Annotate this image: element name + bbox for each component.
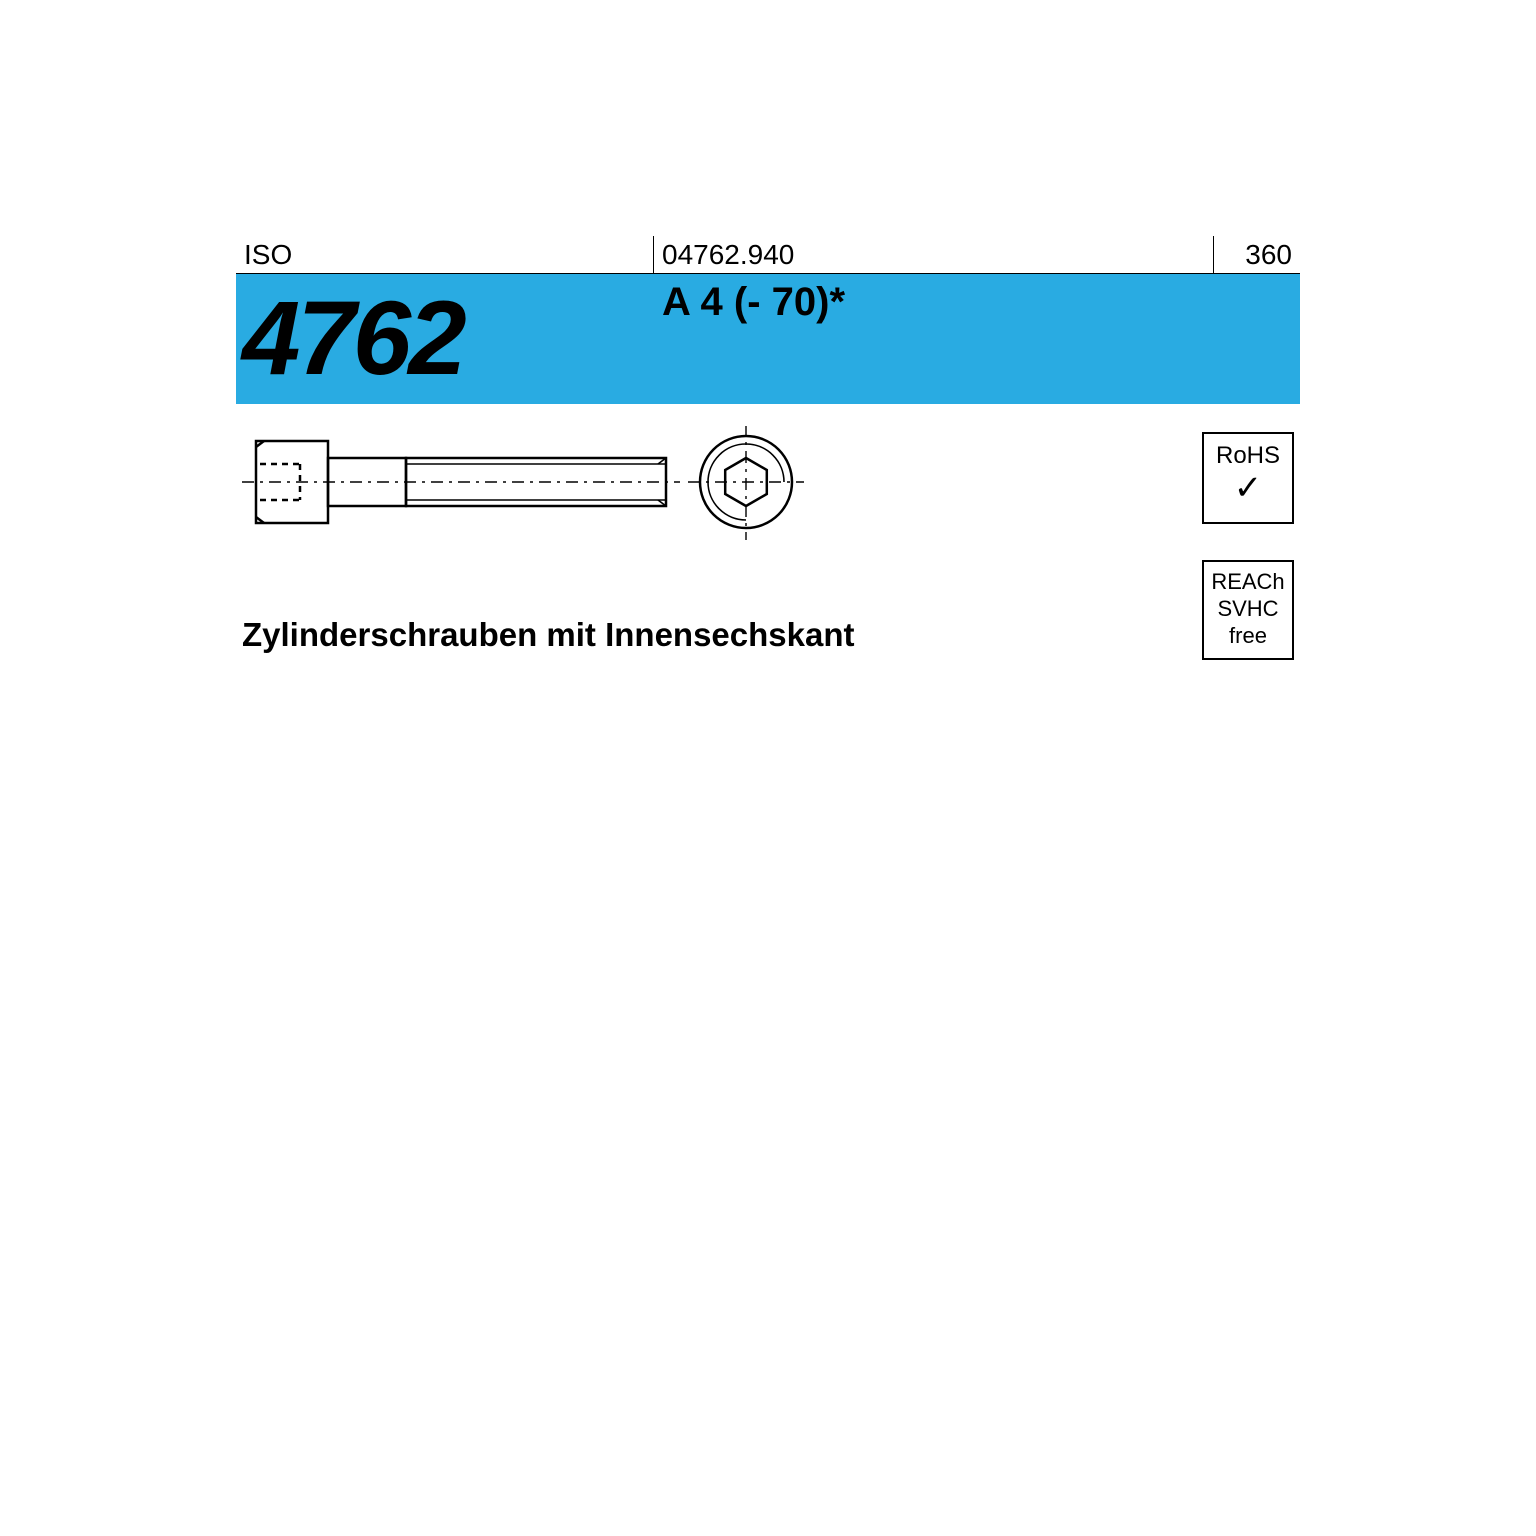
product-name: Zylinderschrauben mit Innensechskant (242, 616, 855, 654)
reach-line1: REACh (1204, 568, 1292, 595)
standard-number: 4762 (236, 274, 654, 404)
rohs-badge: RoHS ✓ (1202, 432, 1294, 524)
product-spec-card: ISO 04762.940 360 4762 A 4 (- 70)* Zylin… (236, 236, 1300, 1300)
header-right-value: 360 (1214, 236, 1300, 273)
rohs-label: RoHS (1204, 442, 1292, 470)
standard-band: 4762 A 4 (- 70)* (236, 274, 1300, 404)
header-article-number: 04762.940 (654, 236, 1214, 273)
header-iso-label: ISO (236, 236, 654, 273)
technical-drawing (236, 426, 996, 566)
check-icon: ✓ (1204, 470, 1292, 506)
material-spec: A 4 (- 70)* (654, 274, 1300, 404)
header-row: ISO 04762.940 360 (236, 236, 1300, 274)
reach-line3: free (1204, 622, 1292, 649)
reach-line2: SVHC (1204, 595, 1292, 622)
reach-badge: REACh SVHC free (1202, 560, 1294, 660)
